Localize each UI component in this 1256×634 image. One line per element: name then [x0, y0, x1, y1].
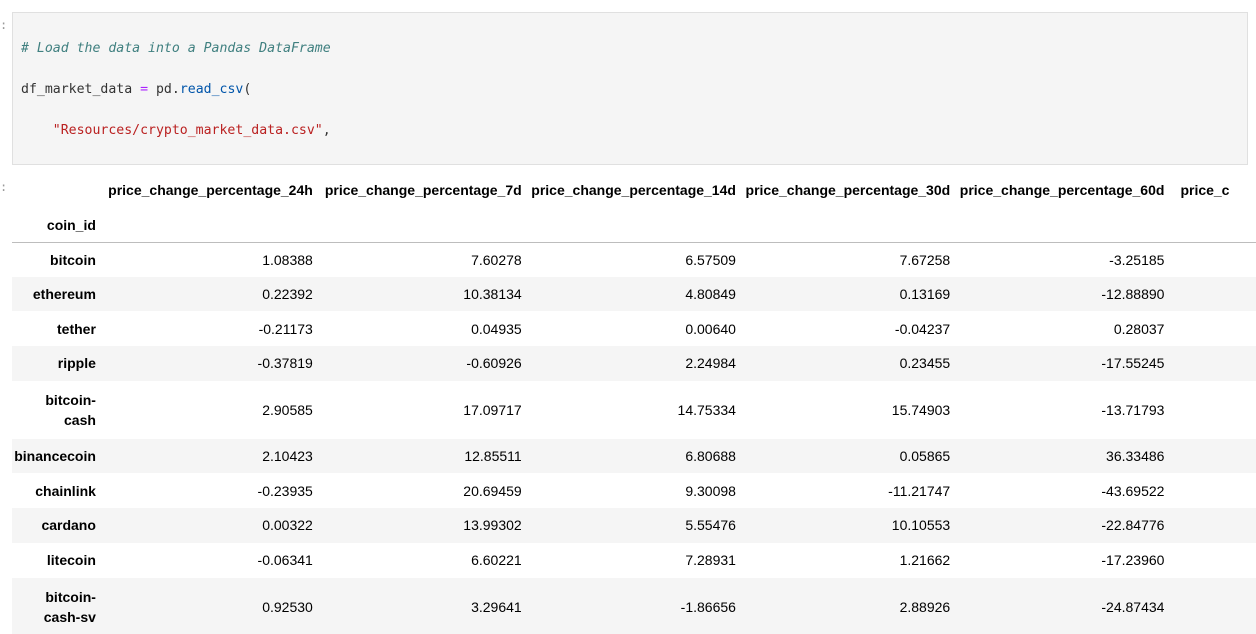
table-cell: -24.87434	[1101, 598, 1165, 615]
table-cell: 1.08388	[262, 251, 313, 268]
table-cell: 12.85511	[464, 448, 522, 465]
code-line-2: df_market_data = pd.read_csv(	[21, 81, 252, 97]
row-index: bitcoin-cash	[45, 391, 96, 428]
table-cell: 0.05865	[899, 448, 951, 465]
table-cell: -11.21747	[888, 482, 951, 499]
table-cell: -17.55245	[1101, 355, 1165, 372]
table-row: litecoin -0.06341 6.60221 7.28931 1.2166…	[12, 543, 1256, 578]
row-index: bitcoin-cash-sv	[43, 588, 96, 625]
table-cell: 2.10423	[262, 448, 313, 465]
row-index: ripple	[57, 355, 96, 372]
table-cell: -43.69522	[1101, 482, 1165, 499]
table-cell: -3.25185	[1109, 251, 1165, 268]
code-cell-input[interactable]: # Load the data into a Pandas DataFrame …	[12, 12, 1248, 165]
table-cell: 2.88926	[899, 598, 951, 615]
table-cell: 7.28931	[685, 552, 736, 569]
column-header: price_c	[1180, 182, 1230, 198]
row-index: tether	[57, 320, 96, 337]
table-cell: 2.24984	[685, 355, 736, 372]
row-index: chainlink	[35, 482, 96, 499]
column-header-row: price_change_percentage_24h price_change…	[12, 172, 1256, 208]
column-header: price_change_percentage_24h	[108, 182, 313, 198]
table-row: bitcoin-cash-sv 0.92530 3.29641 -1.86656…	[12, 577, 1256, 634]
row-index: binancecoin	[14, 448, 96, 465]
table-cell: -12.88890	[1101, 286, 1165, 303]
table-cell: 2.90585	[262, 401, 313, 418]
header-corner	[12, 172, 106, 208]
input-prompt: :	[0, 18, 8, 32]
table-row: chainlink -0.23935 20.69459 9.30098 -11.…	[12, 473, 1256, 508]
table-cell: 0.04935	[471, 320, 522, 337]
row-index: ethereum	[32, 286, 96, 303]
table-cell: -13.71793	[1101, 401, 1165, 418]
table-cell: -0.04237	[894, 320, 951, 337]
table-cell: 36.33486	[1106, 448, 1165, 465]
table-cell: 1.21662	[899, 552, 951, 569]
table-cell: 0.13169	[899, 286, 951, 303]
table-cell: 0.92530	[262, 598, 313, 615]
table-row: tether -0.21173 0.04935 0.00640 -0.04237…	[12, 311, 1256, 346]
table-cell: -0.23935	[257, 482, 313, 499]
table-cell: 10.38134	[463, 286, 522, 303]
dataframe-table: price_change_percentage_24h price_change…	[12, 172, 1256, 634]
table-cell: 7.60278	[471, 251, 522, 268]
table-cell: 0.22392	[262, 286, 313, 303]
index-header-row: coin_id	[12, 208, 1256, 242]
table-cell: 6.80688	[685, 448, 736, 465]
table-cell: -22.84776	[1101, 517, 1165, 534]
table-cell: 10.10553	[891, 517, 951, 534]
table-row: bitcoin 1.08388 7.60278 6.57509 7.67258 …	[12, 242, 1256, 277]
table-row: cardano 0.00322 13.99302 5.55476 10.1055…	[12, 508, 1256, 543]
table-row: binancecoin 2.10423 12.85511 6.80688 0.0…	[12, 438, 1256, 474]
table-cell: -0.60926	[466, 355, 522, 372]
table-cell: 0.23455	[899, 355, 951, 372]
row-index: bitcoin	[50, 251, 96, 268]
table-cell: 9.30098	[685, 482, 736, 499]
table-cell: 0.28037	[1113, 320, 1165, 337]
table-cell: 13.99302	[463, 517, 522, 534]
table-cell: 0.00322	[262, 517, 313, 534]
table-cell: 4.80849	[685, 286, 736, 303]
column-header: price_change_percentage_60d	[959, 182, 1165, 198]
table-row: bitcoin-cash 2.90585 17.09717 14.75334 1…	[12, 381, 1256, 439]
column-header: price_change_percentage_30d	[745, 182, 951, 198]
column-header: price_change_percentage_14d	[531, 182, 736, 198]
row-index: litecoin	[46, 552, 96, 569]
table-cell: -1.86656	[680, 598, 736, 615]
table-cell: 6.60221	[471, 552, 522, 569]
table-cell: 6.57509	[685, 251, 736, 268]
index-name-header: coin_id	[46, 216, 96, 233]
column-header: price_change_percentage_7d	[324, 182, 522, 198]
table-cell: 0.00640	[685, 320, 736, 337]
code-line-3: "Resources/crypto_market_data.csv",	[52, 122, 331, 138]
table-cell: 7.67258	[899, 251, 951, 268]
table-cell: 20.69459	[463, 482, 522, 499]
table-cell: 15.74903	[891, 401, 951, 418]
table-cell: -0.06341	[257, 552, 313, 569]
table-row: ethereum 0.22392 10.38134 4.80849 0.1316…	[12, 276, 1256, 312]
table-cell: 17.09717	[463, 401, 522, 418]
dataframe-output: price_change_percentage_24h price_change…	[12, 172, 1256, 634]
code-line-4: index_col="coin_id")	[21, 162, 1247, 165]
table-cell: 14.75334	[677, 401, 736, 418]
table-cell: -17.23960	[1101, 552, 1165, 569]
table-cell: -0.21173	[258, 320, 313, 337]
table-cell: 5.55476	[685, 517, 736, 534]
output-prompt: :	[0, 180, 8, 194]
code-line-1: # Load the data into a Pandas DataFrame	[21, 40, 331, 56]
table-cell: 3.29641	[471, 598, 522, 615]
table-cell: -0.37819	[257, 355, 313, 372]
table-row: ripple -0.37819 -0.60926 2.24984 0.23455…	[12, 346, 1256, 381]
row-index: cardano	[41, 517, 96, 534]
